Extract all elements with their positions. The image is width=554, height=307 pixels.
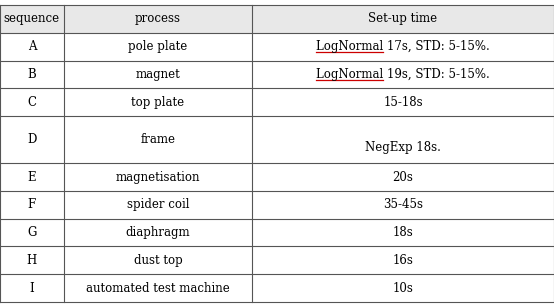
Text: LogNormal 19s, STD: 5-15%.: LogNormal 19s, STD: 5-15%. [316,68,490,81]
Text: top plate: top plate [131,96,184,109]
Text: automated test machine: automated test machine [86,282,230,295]
Text: process: process [135,12,181,25]
Text: F: F [28,198,36,211]
Text: 18s: 18s [393,226,413,239]
Text: magnetisation: magnetisation [116,171,200,184]
Text: G: G [27,226,37,239]
Text: dust top: dust top [134,254,182,267]
Text: D: D [27,133,37,146]
Text: pole plate: pole plate [129,40,187,53]
Text: A: A [28,40,36,53]
Text: 15-18s: 15-18s [383,96,423,109]
Text: sequence: sequence [4,12,60,25]
Text: spider coil: spider coil [127,198,189,211]
Text: NegExp 18s.: NegExp 18s. [365,126,441,154]
Text: Set-up time: Set-up time [368,12,438,25]
Text: 16s: 16s [393,254,413,267]
Text: B: B [28,68,36,81]
Text: H: H [27,254,37,267]
Text: 35-45s: 35-45s [383,198,423,211]
Bar [0,5,554,33]
Text: LogNormal 17s, STD: 5-15%.: LogNormal 17s, STD: 5-15%. [316,40,490,53]
Text: I: I [29,282,34,295]
Text: frame: frame [140,133,176,146]
Text: 10s: 10s [393,282,413,295]
Text: E: E [28,171,36,184]
Text: magnet: magnet [136,68,180,81]
Text: 20s: 20s [393,171,413,184]
Text: C: C [27,96,37,109]
Text: diaphragm: diaphragm [126,226,190,239]
